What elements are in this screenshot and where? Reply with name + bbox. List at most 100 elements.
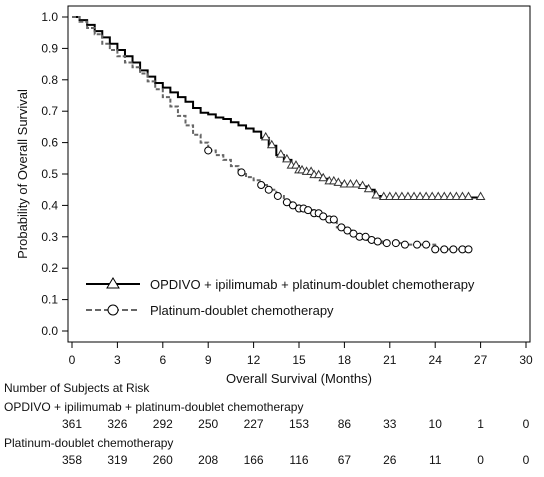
censor-mark-triangle xyxy=(351,178,362,188)
risk-row-opdivo: 361 326 292 250 227 153 86 33 10 1 0 xyxy=(62,417,530,431)
x-tick-label: 24 xyxy=(429,353,443,367)
y-tick-label: 0.6 xyxy=(41,136,58,150)
censor-mark-triangle xyxy=(415,191,425,201)
curve-opdivo-combo xyxy=(72,16,481,199)
censor-mark-triangle xyxy=(266,139,277,149)
censor-mark-circle xyxy=(373,237,382,246)
censor-mark-triangle xyxy=(291,160,301,169)
risk-count: 361 xyxy=(62,417,82,431)
censor-mark-circle xyxy=(337,223,346,232)
censor-mark-triangle xyxy=(421,191,431,201)
x-tick-label: 15 xyxy=(292,353,306,367)
x-tick-label: 0 xyxy=(69,353,76,367)
censor-mark-triangle xyxy=(339,178,350,188)
risk-count: 326 xyxy=(107,417,127,431)
censor-mark-triangle xyxy=(345,178,356,188)
y-tick-label: 0.7 xyxy=(41,104,58,118)
risk-row-chemo: 358 319 260 208 166 116 67 26 11 0 0 xyxy=(62,453,530,467)
censor-mark-circle xyxy=(449,245,458,254)
censor-mark-triangle xyxy=(378,191,389,201)
censor-mark-circle xyxy=(264,185,273,194)
risk-count: 10 xyxy=(429,417,443,431)
risk-count: 208 xyxy=(198,453,218,467)
censor-mark-triangle xyxy=(403,191,413,201)
censor-mark-circle xyxy=(431,245,440,254)
censor-mark-triangle xyxy=(457,191,468,201)
y-tick-label: 0.9 xyxy=(41,41,58,55)
curve-chemotherapy xyxy=(72,16,466,251)
censor-mark-triangle xyxy=(333,177,344,186)
risk-group-label-chemo: Platinum-doublet chemotherapy xyxy=(4,436,173,450)
x-tick-label: 18 xyxy=(338,353,352,367)
censor-mark-circle xyxy=(464,245,473,254)
y-tick-label: 0.1 xyxy=(41,293,58,307)
y-axis-title: Probability of Overall Survival xyxy=(15,89,30,259)
risk-count: 67 xyxy=(338,453,352,467)
x-tick-label: 6 xyxy=(159,353,166,367)
censor-mark-circle xyxy=(237,168,246,177)
censor-mark-triangle xyxy=(397,191,407,201)
risk-count: 153 xyxy=(289,417,309,431)
x-tick-label: 30 xyxy=(519,353,533,367)
censor-mark-triangle xyxy=(445,191,456,201)
legend: OPDIVO + ipilimumab + platinum-doublet c… xyxy=(86,277,475,318)
censor-mark-circle xyxy=(288,201,297,210)
x-axis-ticks: 0 3 6 9 12 15 18 21 24 27 30 xyxy=(69,342,533,367)
y-tick-label: 0.8 xyxy=(41,73,58,87)
censor-mark-triangle xyxy=(357,180,368,190)
censor-mark-triangle xyxy=(463,191,474,201)
x-tick-label: 27 xyxy=(474,353,488,367)
risk-count: 227 xyxy=(244,417,264,431)
y-tick-label: 0.3 xyxy=(41,230,58,244)
x-axis-title: Overall Survival (Months) xyxy=(226,371,372,386)
risk-count: 86 xyxy=(338,417,352,431)
censor-mark-circle xyxy=(273,191,282,200)
censor-mark-circle xyxy=(440,245,449,254)
legend-label-chemo: Platinum-doublet chemotherapy xyxy=(150,303,334,318)
risk-count: 292 xyxy=(153,417,173,431)
risk-count: 358 xyxy=(62,453,82,467)
censor-mark-circle xyxy=(422,240,431,249)
series-layer xyxy=(72,16,486,254)
risk-count: 260 xyxy=(153,453,173,467)
censor-mark-circle xyxy=(343,226,352,235)
x-tick-label: 12 xyxy=(247,353,261,367)
risk-count: 0 xyxy=(523,417,530,431)
censor-mark-circle xyxy=(319,212,328,221)
y-tick-label: 0.2 xyxy=(41,261,58,275)
censor-mark-triangle xyxy=(384,191,395,201)
risk-count: 0 xyxy=(477,453,484,467)
censor-mark-circle xyxy=(391,239,400,248)
legend-triangle-marker xyxy=(106,277,120,289)
censor-mark-triangle xyxy=(390,191,401,201)
censor-mark-circle xyxy=(257,180,266,189)
risk-table-heading: Number of Subjects at Risk xyxy=(4,381,150,395)
censor-mark-triangle xyxy=(260,131,271,141)
censor-mark-triangle xyxy=(282,153,292,163)
censor-mark-triangle xyxy=(318,172,329,182)
censor-mark-triangle xyxy=(371,189,382,199)
censor-mark-circle xyxy=(304,206,313,215)
censor-mark-circle xyxy=(349,229,358,238)
risk-count: 11 xyxy=(429,453,442,467)
censor-mark-circle xyxy=(204,146,213,155)
censor-mark-triangle xyxy=(451,191,462,201)
censor-mark-circle xyxy=(400,240,409,249)
censor-mark-triangle xyxy=(439,191,450,201)
censor-mark-circle xyxy=(361,232,370,241)
censor-mark-circle xyxy=(282,198,291,207)
censor-mark-triangle xyxy=(475,191,486,201)
censor-mark-triangle xyxy=(409,191,419,201)
risk-count: 116 xyxy=(289,453,308,467)
y-tick-label: 1.0 xyxy=(41,10,58,24)
risk-count: 319 xyxy=(107,453,127,467)
risk-count: 1 xyxy=(477,417,484,431)
censor-mark-triangle xyxy=(433,191,444,201)
x-tick-label: 21 xyxy=(383,353,397,367)
censor-mark-triangle xyxy=(427,191,438,201)
risk-count: 166 xyxy=(244,453,264,467)
x-tick-label: 3 xyxy=(114,353,121,367)
risk-table: Number of Subjects at Risk OPDIVO + ipil… xyxy=(4,381,530,467)
risk-count: 33 xyxy=(383,417,397,431)
y-tick-label: 0.5 xyxy=(41,167,58,181)
